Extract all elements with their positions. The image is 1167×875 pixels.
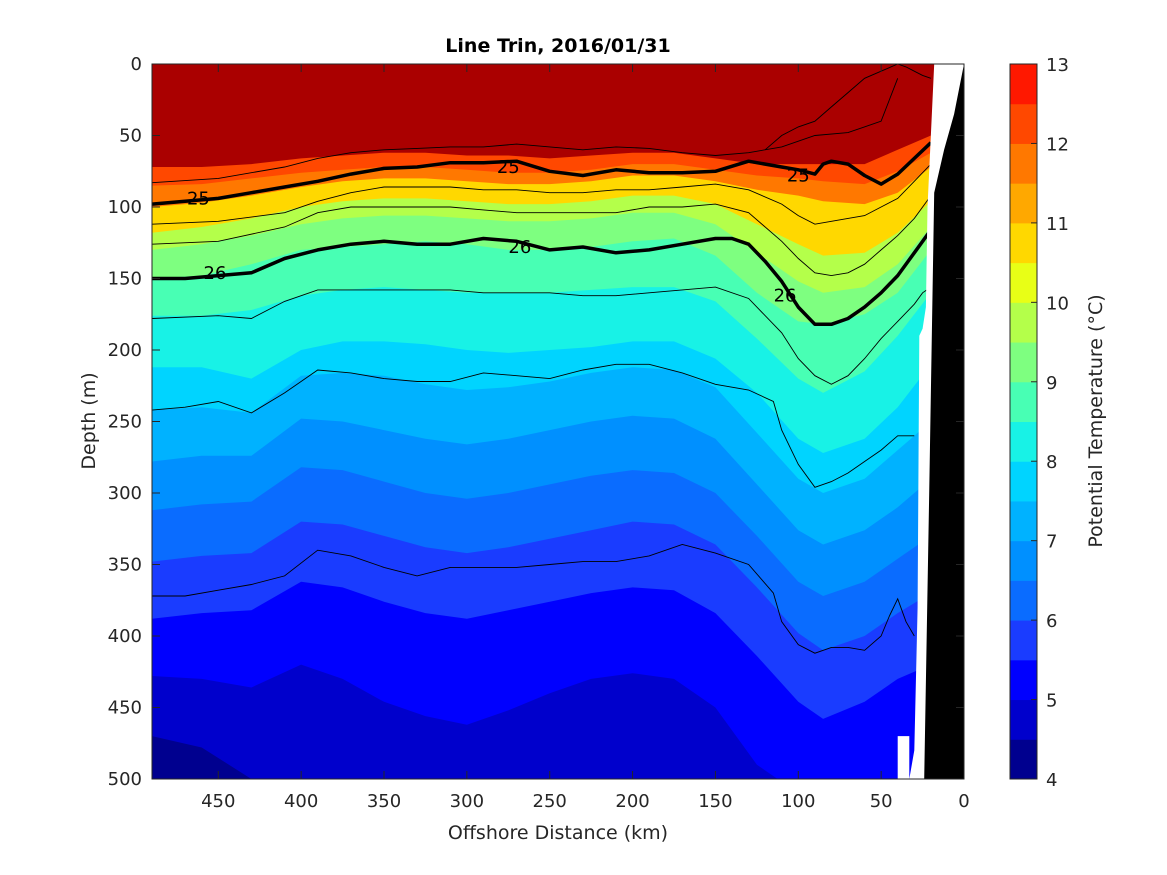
colorbar-swatch-11.5 [1010,143,1037,184]
colorbar-swatch-12 [1010,103,1037,144]
contour-label-1: 25 [497,157,520,178]
colorbar-ticks: 4 5 6 7 8 9 10 11 12 13 [1031,55,1069,791]
x-tick-label: 200 [615,791,649,812]
colorbar-swatch-11 [1010,183,1037,224]
x-tick-label: 450 [201,791,235,812]
colorbar-swatch-7.5 [1010,461,1037,502]
colorbar-swatch-8 [1010,421,1037,462]
colorbar-tick-label: 6 [1046,611,1057,632]
colorbar-tick-label: 4 [1046,770,1057,791]
contour-label-0: 25 [187,188,210,209]
band-below-5 [152,664,931,779]
density-contours [152,64,933,654]
colorbar-swatch-8.5 [1010,381,1037,422]
y-tick-label: 500 [108,769,142,790]
contour-label-3: 26 [204,263,227,284]
y-axis-label: Depth (m) [78,372,100,469]
x-tick-label: 400 [284,791,318,812]
thin-contour-6 [897,64,932,79]
contour-25 [152,141,933,206]
colorbar-tick-label: 13 [1046,55,1069,76]
x-axis-ticks: 450 400 350 300 250 200 150 100 50 0 [201,64,970,812]
y-tick-label: 300 [108,483,142,504]
colorbar-swatch-12.5 [1010,64,1037,105]
thin-contour-4 [152,363,915,488]
colorbar: 4 5 6 7 8 9 10 11 12 13 Potential Temperature (°C… [1009,55,1107,791]
band-below-4.5 [152,736,252,779]
colorbar-tick-label: 10 [1046,293,1069,314]
x-tick-label: 350 [367,791,401,812]
colorbar-swatch-9 [1010,342,1037,383]
chart-title: Line Trin, 2016/01/31 [445,35,670,57]
y-tick-label: 150 [108,269,142,290]
y-tick-label: 350 [108,555,142,576]
thin-contour-5 [152,544,915,654]
x-tick-label: 100 [781,791,815,812]
x-tick-label: 0 [958,791,969,812]
colorbar-swatch-4.5 [1010,699,1037,740]
colorbar-frame [1009,63,1038,780]
colorbar-swatch-7 [1010,500,1037,542]
colorbar-tick-label: 11 [1046,214,1069,235]
seafloor-topography [897,64,964,779]
thin-contour-3 [152,286,932,385]
colorbar-swatch-6 [1010,580,1037,621]
y-tick-label: 250 [108,412,142,433]
seafloor-region [924,64,964,779]
colorbar-swatch-4 [1010,739,1037,780]
thin-contour-1 [152,163,932,225]
colorbar-tick-label: 5 [1046,691,1057,712]
colorbar-tick-label: 8 [1046,452,1057,473]
contour-label-4: 26 [508,237,531,258]
x-tick-label: 150 [698,791,732,812]
colorbar-tick-label: 9 [1046,373,1057,394]
x-tick-label: 250 [533,791,567,812]
x-axis-label: Offshore Distance (km) [448,822,668,844]
x-tick-label: 300 [450,791,484,812]
colorbar-tick-label: 12 [1046,134,1069,155]
y-tick-label: 0 [131,54,142,75]
y-tick-label: 50 [119,126,142,147]
contour-label-5: 26 [774,286,797,307]
colorbar-swatches [1010,64,1037,780]
colorbar-swatch-10 [1010,262,1037,303]
contour-label-2: 25 [787,166,810,187]
thin-contour-0 [152,78,899,184]
plot-area: 25 25 25 26 26 26 [151,63,965,780]
y-tick-label: 200 [108,340,142,361]
y-axis-ticks: 0 50 100 150 200 250 300 350 400 450 500 [108,54,964,790]
colorbar-swatch-10.5 [1010,222,1037,264]
contour-26 [152,228,933,327]
colorbar-swatch-6.5 [1010,540,1037,581]
colorbar-swatch-9.5 [1010,302,1037,343]
colorbar-swatch-5 [1010,659,1037,701]
y-tick-label: 400 [108,626,142,647]
thin-contour-7 [764,64,898,151]
thin-contour-2 [152,195,932,277]
contour-labels: 25 25 25 26 26 26 [187,157,810,307]
x-tick-label: 50 [870,791,893,812]
y-tick-label: 100 [108,197,142,218]
y-tick-label: 450 [108,698,142,719]
colorbar-tick-label: 7 [1046,532,1057,553]
colorbar-swatch-5.5 [1010,620,1037,661]
temperature-bands [152,64,964,779]
colorbar-label: Potential Temperature (°C) [1085,294,1107,547]
